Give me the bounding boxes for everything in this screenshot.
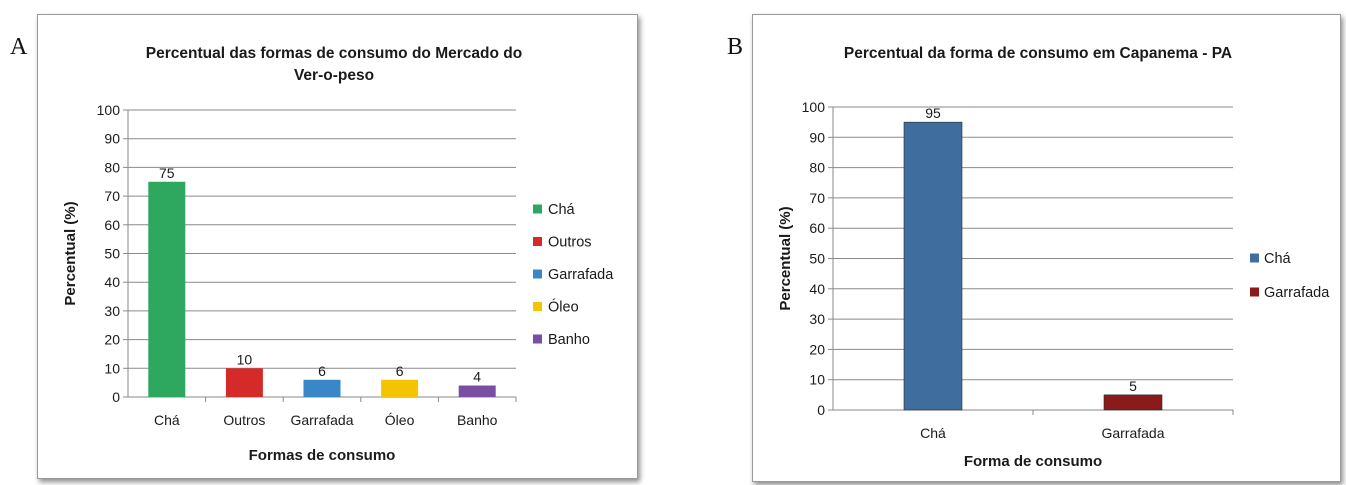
y-tick-label: 60 <box>809 220 825 236</box>
y-tick-label: 70 <box>104 188 120 204</box>
legend-entry: Garrafada <box>1264 285 1330 301</box>
y-tick-label: 50 <box>104 246 120 262</box>
y-tick-label: 40 <box>809 281 825 297</box>
panel-label-a: A <box>10 34 28 60</box>
x-axis-title: Formas de consumo <box>249 447 396 464</box>
data-label: 75 <box>159 165 175 181</box>
x-tick-label: Chá <box>154 412 180 428</box>
bar-outros <box>225 368 263 397</box>
chart-title-line: Percentual da forma de consumo em Capane… <box>844 45 1232 62</box>
data-label: 4 <box>473 369 481 385</box>
y-tick-label: 80 <box>809 160 825 176</box>
x-tick-label: Óleo <box>385 412 415 428</box>
bar-garrafada <box>1103 394 1163 411</box>
legend-swatch <box>533 334 542 344</box>
y-tick-label: 0 <box>817 402 825 418</box>
x-tick-label: Garrafada <box>1101 425 1164 441</box>
data-label: 95 <box>925 105 941 121</box>
legend-entry: Banho <box>548 332 590 348</box>
legend-swatch <box>533 204 542 214</box>
y-tick-label: 10 <box>809 372 825 388</box>
legend-entry: Chá <box>548 202 576 218</box>
legend-entry: Óleo <box>548 299 579 316</box>
bar-garrafada <box>303 379 341 397</box>
data-label: 5 <box>1129 378 1137 394</box>
y-tick-label: 30 <box>104 303 120 319</box>
data-label: 6 <box>396 363 404 379</box>
legend-entry: Garrafada <box>548 267 614 283</box>
panel-label-b: B <box>727 34 744 60</box>
bar-óleo <box>381 379 419 397</box>
bar-chá <box>148 181 186 397</box>
chart-title-line: Percentual das formas de consumo do Merc… <box>146 45 522 62</box>
y-axis-title: Percentual (%) <box>777 206 794 310</box>
y-tick-label: 20 <box>809 341 825 357</box>
y-tick-label: 60 <box>104 217 120 233</box>
legend-swatch <box>1250 253 1259 263</box>
y-tick-label: 30 <box>809 311 825 327</box>
y-tick-label: 80 <box>104 159 120 175</box>
y-tick-label: 40 <box>104 274 120 290</box>
bar-chá <box>903 121 963 411</box>
legend-swatch <box>1250 287 1259 297</box>
legend-swatch <box>533 237 542 246</box>
chart-b-frame: Percentual da forma de consumo em Capane… <box>752 14 1341 482</box>
chart-a-frame: Percentual das formas de consumo do Merc… <box>37 14 638 479</box>
chart-b-svg: Percentual da forma de consumo em Capane… <box>777 45 1330 470</box>
x-tick-label: Chá <box>920 425 946 441</box>
x-tick-label: Garrafada <box>290 412 353 428</box>
data-label: 6 <box>318 363 326 379</box>
y-tick-label: 50 <box>809 251 825 267</box>
y-axis-title: Percentual (%) <box>62 201 79 305</box>
y-tick-label: 90 <box>809 129 825 145</box>
legend-swatch <box>533 269 542 279</box>
chart-title-line: Ver-o-peso <box>294 67 374 84</box>
y-tick-label: 0 <box>112 389 120 405</box>
x-axis-title: Forma de consumo <box>964 453 1102 470</box>
legend-entry: Outros <box>548 235 592 251</box>
chart-a-svg: Percentual das formas de consumo do Merc… <box>62 45 614 464</box>
x-tick-label: Outros <box>223 412 265 428</box>
y-tick-label: 100 <box>97 102 121 118</box>
data-label: 10 <box>237 351 253 367</box>
y-tick-label: 10 <box>104 360 120 376</box>
y-tick-label: 90 <box>104 131 120 147</box>
y-tick-label: 100 <box>802 99 826 115</box>
legend-entry: Chá <box>1264 251 1292 267</box>
y-tick-label: 20 <box>104 332 120 348</box>
bar-banho <box>458 385 496 397</box>
x-tick-label: Banho <box>457 412 498 428</box>
y-tick-label: 70 <box>809 190 825 206</box>
legend-swatch <box>533 302 542 311</box>
